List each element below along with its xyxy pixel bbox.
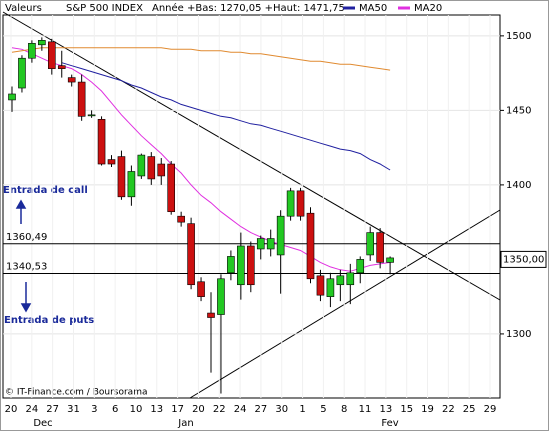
y-tick-label: 1500 xyxy=(506,31,531,42)
candle-body xyxy=(227,256,235,274)
x-tick-label: 20 xyxy=(5,404,18,415)
x-tick-label: 15 xyxy=(400,404,413,415)
candle-body xyxy=(157,163,166,177)
x-tick-label: 13 xyxy=(380,404,393,415)
x-tick-label: 24 xyxy=(234,404,247,415)
source: © IT-Finance.com / Boursorama xyxy=(5,388,147,398)
candle-body xyxy=(326,278,335,297)
x-tick-label: 5 xyxy=(320,404,326,415)
header-label: Valeurs xyxy=(5,3,42,14)
level-label: 1340,53 xyxy=(6,262,47,273)
candle-body xyxy=(286,190,295,217)
candle-body xyxy=(217,278,225,315)
candle-body xyxy=(356,259,365,274)
x-tick-label: 24 xyxy=(25,404,38,415)
candle-body xyxy=(177,215,185,223)
y-tick-label: 1400 xyxy=(506,180,531,191)
candle-body xyxy=(386,257,394,263)
x-tick-label: 17 xyxy=(171,404,184,415)
candle-body xyxy=(266,238,275,250)
x-tick-label: 27 xyxy=(46,404,59,415)
x-tick-label: 22 xyxy=(213,404,226,415)
candle-body xyxy=(127,171,136,198)
call-label: Entrada de call xyxy=(3,185,88,196)
candle-body xyxy=(67,77,76,83)
candle-body xyxy=(107,159,116,165)
puts-label: Entrada de puts xyxy=(4,315,94,326)
x-tick-label: 27 xyxy=(255,404,268,415)
candle-body xyxy=(18,57,26,89)
last-price-label: 1350,00 xyxy=(503,254,544,265)
plot-frame xyxy=(2,14,501,399)
x-tick-label: 20 xyxy=(192,404,205,415)
range-text: Année +Bas: 1270,05 +Haut: 1471,75 xyxy=(152,2,345,14)
candle-body xyxy=(137,154,146,177)
ma-line xyxy=(11,47,391,71)
x-tick-label: 1 xyxy=(299,404,305,415)
x-tick-label: 30 xyxy=(275,404,288,415)
candle-body xyxy=(197,281,205,297)
x-tick-label: 25 xyxy=(463,404,476,415)
x-tick-label: 29 xyxy=(484,404,497,415)
legend-label: MA20 xyxy=(414,3,442,14)
candle-body xyxy=(187,223,195,286)
legend-label: MA50 xyxy=(359,3,387,14)
arrows xyxy=(15,199,32,313)
candle-body xyxy=(336,275,345,286)
candle-body xyxy=(207,312,215,318)
y-tick-label: 1300 xyxy=(506,329,531,340)
level-label: 1360,49 xyxy=(6,232,47,243)
instrument: S&P 500 INDEX xyxy=(66,3,143,14)
month-label: Fev xyxy=(381,418,398,429)
ma-line xyxy=(61,62,391,171)
candle-body xyxy=(38,40,46,46)
last-price-box xyxy=(500,250,547,268)
candle-body xyxy=(276,215,285,256)
candle-body xyxy=(8,93,16,101)
candle-body xyxy=(346,272,355,286)
candle-body xyxy=(237,245,245,286)
candle-body xyxy=(28,43,36,59)
x-tick-label: 19 xyxy=(421,404,434,415)
x-tick-label: 13 xyxy=(150,404,163,415)
candle-body xyxy=(366,232,375,256)
candle-body xyxy=(167,163,175,213)
candle-body xyxy=(306,212,315,280)
month-label: Dec xyxy=(33,418,52,429)
ma-line xyxy=(11,47,391,272)
x-tick-label: 10 xyxy=(130,404,143,415)
candle-body xyxy=(77,81,86,117)
x-tick-label: 3 xyxy=(91,404,97,415)
candle-body xyxy=(97,119,106,165)
candle-body xyxy=(117,156,126,198)
candle-body xyxy=(57,65,66,69)
candle-body xyxy=(87,114,96,117)
candle-body xyxy=(296,190,305,217)
x-tick-label: 11 xyxy=(359,404,372,415)
candle-body xyxy=(247,245,255,286)
candle-body xyxy=(256,238,265,250)
x-tick-label: 22 xyxy=(442,404,455,415)
candle-body xyxy=(47,41,56,69)
x-tick-label: 31 xyxy=(67,404,80,415)
candle-body xyxy=(316,275,325,296)
candle-body xyxy=(376,232,384,263)
y-tick-label: 1450 xyxy=(506,105,531,116)
month-label: Jan xyxy=(177,418,193,429)
x-tick-label: 8 xyxy=(341,404,347,415)
candle-body xyxy=(147,156,156,180)
x-tick-label: 6 xyxy=(112,404,118,415)
